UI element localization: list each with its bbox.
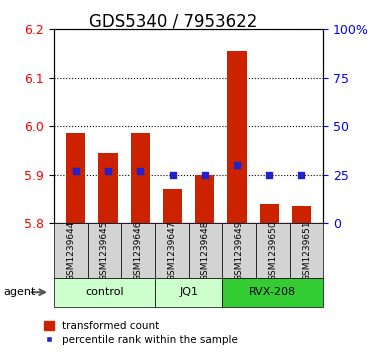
Bar [290,223,323,278]
Text: RVX-208: RVX-208 [249,287,296,297]
Bar [223,223,256,278]
Bar [54,278,155,307]
Bar [88,223,121,278]
Bar [155,278,223,307]
Text: control: control [85,287,124,297]
Bar [256,223,290,278]
Bar [66,134,85,223]
Text: GSM1239647: GSM1239647 [167,220,176,281]
Point [105,168,111,174]
Bar [131,134,150,223]
Text: GSM1239648: GSM1239648 [201,220,210,281]
Text: agent: agent [4,287,36,297]
Text: GSM1239651: GSM1239651 [302,220,311,281]
Point [266,172,272,178]
Bar [163,189,182,223]
Bar [223,278,323,307]
Text: GSM1239646: GSM1239646 [134,220,142,281]
Text: GSM1239644: GSM1239644 [66,220,75,281]
Text: GDS5340 / 7953622: GDS5340 / 7953622 [89,13,258,31]
Bar [54,223,88,278]
Bar [195,175,214,223]
Legend: transformed count, percentile rank within the sample: transformed count, percentile rank withi… [44,321,238,344]
Text: GSM1239649: GSM1239649 [235,220,244,281]
Point [169,172,176,178]
Text: GSM1239650: GSM1239650 [268,220,277,281]
Bar [121,223,155,278]
Text: JQ1: JQ1 [179,287,198,297]
Bar [227,51,247,223]
Bar [155,223,189,278]
Point [137,168,143,174]
Point [73,168,79,174]
Text: GSM1239645: GSM1239645 [100,220,109,281]
Point [202,172,208,178]
Bar [99,153,118,223]
Point [298,172,305,178]
Point [234,162,240,168]
Bar [189,223,223,278]
Bar [292,206,311,223]
Bar [259,204,279,223]
